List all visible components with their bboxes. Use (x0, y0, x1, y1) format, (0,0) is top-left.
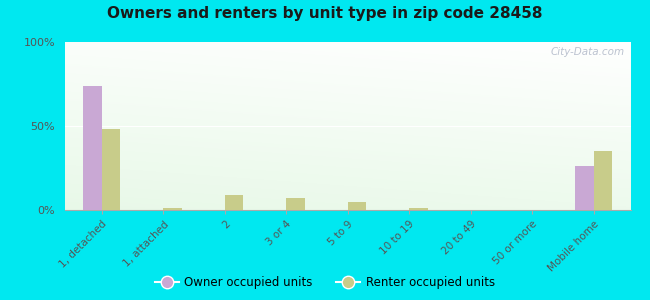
Bar (225, 195, 243, 210)
Bar (348, 202, 366, 210)
Bar (286, 198, 305, 210)
Bar (410, 208, 428, 210)
Bar (102, 129, 120, 210)
Bar (83, 86, 102, 210)
Text: Owners and renters by unit type in zip code 28458: Owners and renters by unit type in zip c… (107, 6, 543, 21)
Text: City-Data.com: City-Data.com (551, 47, 625, 57)
Bar (575, 166, 593, 210)
Bar (163, 208, 182, 210)
Bar (593, 151, 612, 210)
Legend: Owner occupied units, Renter occupied units: Owner occupied units, Renter occupied un… (150, 272, 500, 294)
